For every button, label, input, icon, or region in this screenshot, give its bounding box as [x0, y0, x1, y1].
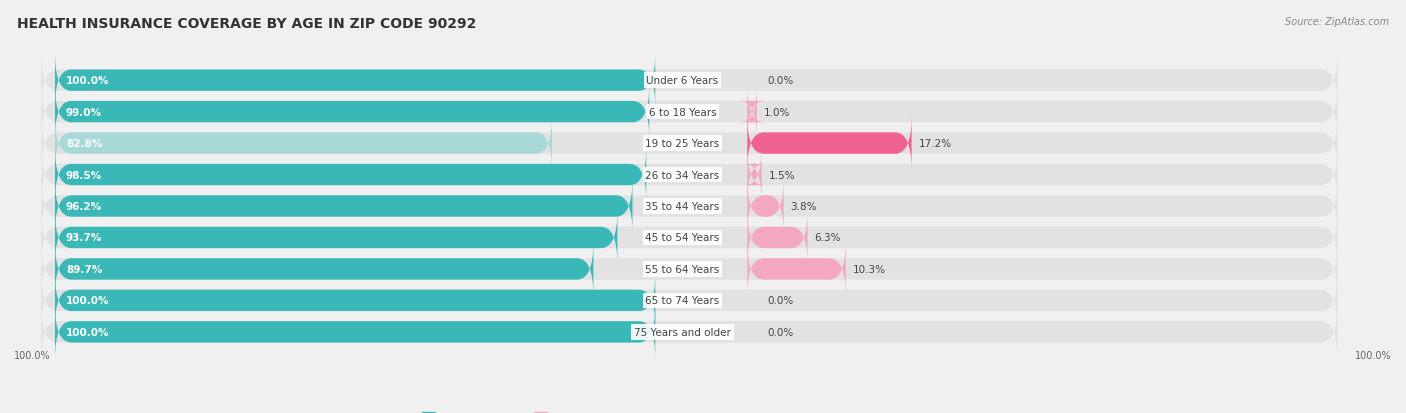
Text: 0.0%: 0.0% [768, 327, 794, 337]
Text: 100.0%: 100.0% [66, 327, 110, 337]
FancyBboxPatch shape [41, 274, 1337, 328]
Text: 6 to 18 Years: 6 to 18 Years [648, 107, 716, 117]
Text: 17.2%: 17.2% [918, 139, 952, 149]
FancyBboxPatch shape [41, 180, 1337, 233]
Text: 35 to 44 Years: 35 to 44 Years [645, 202, 720, 211]
FancyBboxPatch shape [741, 85, 763, 139]
Text: 0.0%: 0.0% [768, 296, 794, 306]
FancyBboxPatch shape [55, 274, 655, 328]
FancyBboxPatch shape [748, 180, 783, 233]
Text: Under 6 Years: Under 6 Years [647, 76, 718, 86]
Text: 45 to 54 Years: 45 to 54 Years [645, 233, 720, 243]
Text: 65 to 74 Years: 65 to 74 Years [645, 296, 720, 306]
FancyBboxPatch shape [41, 148, 1337, 202]
Text: 6.3%: 6.3% [814, 233, 841, 243]
FancyBboxPatch shape [41, 211, 1337, 265]
Text: 26 to 34 Years: 26 to 34 Years [645, 170, 720, 180]
FancyBboxPatch shape [748, 211, 807, 265]
FancyBboxPatch shape [55, 242, 593, 296]
Text: 75 Years and older: 75 Years and older [634, 327, 731, 337]
FancyBboxPatch shape [55, 211, 617, 265]
Text: 89.7%: 89.7% [66, 264, 103, 274]
FancyBboxPatch shape [41, 85, 1337, 139]
Text: 3.8%: 3.8% [790, 202, 817, 211]
Legend: With Coverage, Without Coverage: With Coverage, Without Coverage [418, 408, 658, 413]
Text: 19 to 25 Years: 19 to 25 Years [645, 139, 720, 149]
FancyBboxPatch shape [745, 148, 763, 202]
FancyBboxPatch shape [55, 54, 655, 108]
Text: 96.2%: 96.2% [66, 202, 103, 211]
FancyBboxPatch shape [55, 180, 633, 233]
Text: 55 to 64 Years: 55 to 64 Years [645, 264, 720, 274]
Text: 99.0%: 99.0% [66, 107, 101, 117]
FancyBboxPatch shape [55, 305, 655, 359]
FancyBboxPatch shape [55, 117, 553, 171]
Text: Source: ZipAtlas.com: Source: ZipAtlas.com [1285, 17, 1389, 26]
Text: 1.5%: 1.5% [769, 170, 794, 180]
Text: HEALTH INSURANCE COVERAGE BY AGE IN ZIP CODE 90292: HEALTH INSURANCE COVERAGE BY AGE IN ZIP … [17, 17, 477, 31]
Text: 93.7%: 93.7% [66, 233, 103, 243]
FancyBboxPatch shape [41, 242, 1337, 296]
FancyBboxPatch shape [41, 305, 1337, 359]
Text: 1.0%: 1.0% [763, 107, 790, 117]
Text: 100.0%: 100.0% [66, 296, 110, 306]
FancyBboxPatch shape [55, 85, 650, 139]
Text: 100.0%: 100.0% [1355, 350, 1392, 360]
FancyBboxPatch shape [748, 242, 845, 296]
Text: 10.3%: 10.3% [852, 264, 886, 274]
FancyBboxPatch shape [748, 117, 911, 171]
Text: 100.0%: 100.0% [14, 350, 51, 360]
Text: 100.0%: 100.0% [66, 76, 110, 86]
Text: 82.8%: 82.8% [66, 139, 103, 149]
FancyBboxPatch shape [41, 117, 1337, 171]
FancyBboxPatch shape [41, 54, 1337, 108]
Text: 98.5%: 98.5% [66, 170, 103, 180]
Text: 0.0%: 0.0% [768, 76, 794, 86]
FancyBboxPatch shape [55, 148, 647, 202]
